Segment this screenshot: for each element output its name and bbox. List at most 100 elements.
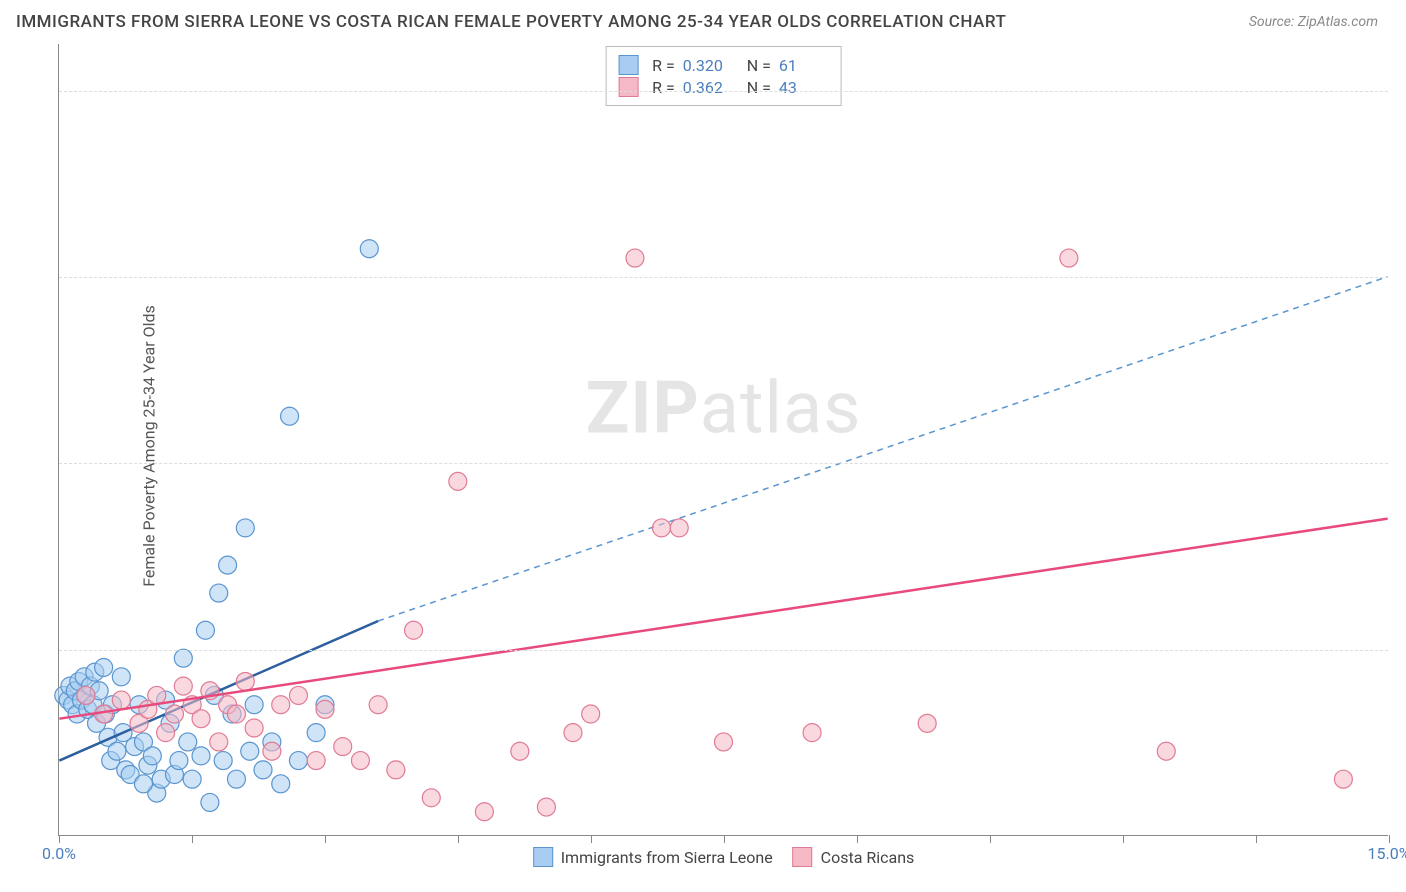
data-point: [511, 742, 529, 760]
data-point: [134, 775, 152, 793]
data-point: [653, 519, 671, 537]
data-point: [281, 407, 299, 425]
x-tick: [1123, 835, 1124, 843]
x-tick-label: 0.0%: [42, 844, 76, 863]
data-point: [289, 686, 307, 704]
legend-bottom-label-1: Immigrants from Sierra Leone: [561, 848, 773, 867]
data-point: [334, 738, 352, 756]
data-point: [272, 696, 290, 714]
data-point: [307, 724, 325, 742]
x-tick: [325, 835, 326, 843]
data-point: [95, 659, 113, 677]
legend-bottom-swatch-1: [533, 847, 553, 867]
data-point: [263, 742, 281, 760]
trend-line-extrapolated: [378, 277, 1388, 621]
x-tick: [1389, 835, 1390, 843]
data-point: [179, 733, 197, 751]
gridline: [59, 277, 1388, 278]
data-point: [307, 752, 325, 770]
r-label-2: R =: [652, 78, 675, 97]
data-point: [316, 700, 334, 718]
data-point: [170, 752, 188, 770]
data-point: [582, 705, 600, 723]
data-point: [108, 742, 126, 760]
legend-item-1: Immigrants from Sierra Leone: [533, 847, 773, 867]
data-point: [241, 742, 259, 760]
data-point: [351, 752, 369, 770]
data-point: [245, 696, 263, 714]
gridline: [59, 650, 1388, 651]
data-point: [227, 770, 245, 788]
legend-row-series-2: R = 0.362 N = 43: [618, 77, 829, 97]
data-point: [196, 621, 214, 639]
data-point: [174, 677, 192, 695]
legend-bottom-label-2: Costa Ricans: [821, 848, 915, 867]
data-point: [210, 584, 228, 602]
legend-bottom-swatch-2: [793, 847, 813, 867]
trend-line: [59, 519, 1387, 719]
data-point: [405, 621, 423, 639]
x-tick-label: 15.0%: [1368, 844, 1406, 863]
data-point: [112, 668, 130, 686]
x-tick: [591, 835, 592, 843]
chart-plot-area: ZIPatlas R = 0.320 N = 61 R = 0.362 N = …: [58, 44, 1388, 836]
data-point: [254, 761, 272, 779]
x-tick: [724, 835, 725, 843]
data-point: [192, 710, 210, 728]
gridline: [59, 463, 1388, 464]
data-point: [183, 770, 201, 788]
legend-row-series-1: R = 0.320 N = 61: [618, 55, 829, 75]
data-point: [219, 556, 237, 574]
source-attribution: Source: ZipAtlas.com: [1249, 14, 1378, 30]
legend-swatch-1: [618, 55, 638, 75]
data-point: [475, 803, 493, 821]
data-point: [289, 752, 307, 770]
data-point: [201, 793, 219, 811]
data-point: [148, 686, 166, 704]
data-point: [564, 724, 582, 742]
data-point: [537, 798, 555, 816]
data-point: [174, 649, 192, 667]
x-tick: [458, 835, 459, 843]
data-point: [449, 472, 467, 490]
r-value-1: 0.320: [683, 56, 733, 75]
data-point: [369, 696, 387, 714]
data-point: [143, 747, 161, 765]
data-point: [227, 705, 245, 723]
r-label-1: R =: [652, 56, 675, 75]
n-label-2: N =: [747, 78, 771, 97]
data-point: [360, 240, 378, 258]
data-point: [272, 775, 290, 793]
data-point: [626, 249, 644, 267]
x-tick: [59, 835, 60, 843]
data-point: [715, 733, 733, 751]
data-point: [1060, 249, 1078, 267]
x-tick: [1256, 835, 1257, 843]
scatter-svg: [59, 44, 1388, 835]
data-point: [157, 724, 175, 742]
data-point: [77, 686, 95, 704]
data-point: [670, 519, 688, 537]
series-legend: Immigrants from Sierra Leone Costa Rican…: [533, 847, 915, 867]
data-point: [192, 747, 210, 765]
data-point: [236, 519, 254, 537]
correlation-legend: R = 0.320 N = 61 R = 0.362 N = 43: [605, 46, 842, 106]
data-point: [165, 705, 183, 723]
data-point: [1157, 742, 1175, 760]
n-value-2: 43: [779, 78, 829, 97]
data-point: [236, 672, 254, 690]
data-point: [422, 789, 440, 807]
data-point: [210, 733, 228, 751]
data-point: [112, 691, 130, 709]
r-value-2: 0.362: [683, 78, 733, 97]
chart-title: IMMIGRANTS FROM SIERRA LEONE VS COSTA RI…: [16, 12, 1006, 32]
x-tick: [990, 835, 991, 843]
data-point: [803, 724, 821, 742]
n-label-1: N =: [747, 56, 771, 75]
gridline: [59, 91, 1388, 92]
data-point: [214, 752, 232, 770]
x-tick: [192, 835, 193, 843]
data-point: [918, 714, 936, 732]
data-point: [1334, 770, 1352, 788]
x-tick: [857, 835, 858, 843]
